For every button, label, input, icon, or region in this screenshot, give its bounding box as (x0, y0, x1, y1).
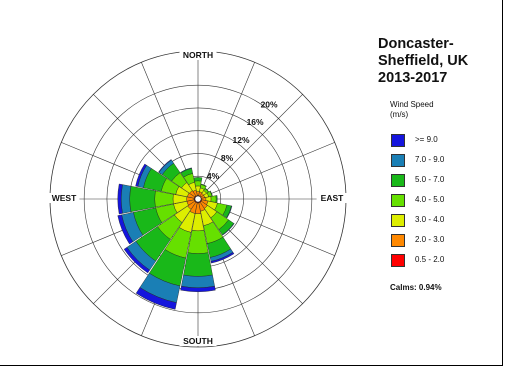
wind-rose-chart: 4%8% 12% 16% 20% NORTH EAST SOUTH WEST (48, 50, 348, 348)
legend-swatch (391, 214, 405, 227)
petal-270-bin-4 (129, 185, 156, 213)
legend-swatch (391, 194, 405, 207)
legend-label: >= 9.0 (415, 135, 438, 144)
dir-label-bg-1 (316, 193, 348, 203)
petal-292.5-bin-6 (135, 163, 147, 187)
calms-label: Calms: 0.94% (390, 283, 442, 292)
petal-67.5-bin-4 (209, 190, 213, 197)
petal-22.5-bin-4 (200, 183, 207, 187)
spoke-45 (197, 94, 303, 200)
petal-180-bin-6 (180, 285, 216, 292)
title-line-1: Doncaster- (378, 36, 454, 52)
ring-label-16: 16% (247, 117, 264, 127)
direction-label-south: SOUTH (183, 336, 213, 346)
dir-label-bg-2 (179, 336, 217, 346)
legend-title-line-2: (m/s) (390, 110, 409, 119)
petal-270-bin-6 (117, 183, 123, 215)
legend-label: 7.0 - 9.0 (415, 155, 445, 164)
petal-90-bin-3 (210, 195, 217, 203)
petal-135-bin-5 (222, 223, 235, 236)
petal-0-bin-3 (194, 180, 202, 187)
title-line-3: 2013-2017 (378, 70, 448, 86)
petal-270-bin-5 (120, 184, 132, 214)
legend-swatch (391, 154, 405, 167)
petal-45-bin-4 (204, 187, 210, 193)
petal-337.5-bin-5 (180, 167, 192, 174)
petal-90-bin-4 (215, 195, 218, 203)
figure-frame (0, 0, 503, 366)
spoke-67.5 (197, 142, 335, 200)
petal-180-bin-4 (183, 252, 213, 277)
ring-label-20: 20% (261, 99, 278, 109)
legend-label: 0.5 - 2.0 (415, 255, 445, 264)
dir-label-bg-0 (179, 50, 217, 60)
title-line-2: Sheffield, UK (378, 53, 469, 69)
petal-0-bin-4 (193, 177, 203, 182)
petal-247.5-bin-6 (117, 214, 134, 245)
calms-center (194, 195, 202, 203)
legend-title-line-1: Wind Speed (390, 100, 434, 109)
legend-label: 3.0 - 4.0 (415, 215, 445, 224)
spoke-22.5 (197, 62, 255, 200)
ring-label-8: 8% (221, 153, 234, 163)
direction-label-north: NORTH (183, 50, 213, 60)
direction-label-west: WEST (52, 193, 77, 203)
petal-225-bin-6 (123, 247, 150, 274)
direction-label-east: EAST (321, 193, 344, 203)
legend-label: 2.0 - 3.0 (415, 235, 445, 244)
legend-swatch (391, 174, 405, 187)
chart-title: Doncaster- Sheffield, UK 2013-2017 (378, 36, 503, 87)
dir-label-bg-3 (48, 193, 80, 203)
legend-swatch (391, 134, 405, 147)
petal-157.5-bin-6 (210, 252, 235, 264)
legend-label: 5.0 - 7.0 (415, 175, 445, 184)
ring-label-4: 4% (207, 171, 220, 181)
legend-swatch (391, 234, 405, 247)
petal-202.5-bin-6 (135, 287, 177, 310)
legend-title: Wind Speed (m/s) (390, 100, 434, 120)
petal-180-bin-5 (181, 274, 215, 288)
ring-label-12: 12% (233, 135, 250, 145)
petal-112.5-bin-5 (226, 205, 233, 219)
legend-label: 4.0 - 5.0 (415, 195, 445, 204)
legend-swatch (391, 254, 405, 267)
petal-315-bin-6 (158, 159, 172, 173)
